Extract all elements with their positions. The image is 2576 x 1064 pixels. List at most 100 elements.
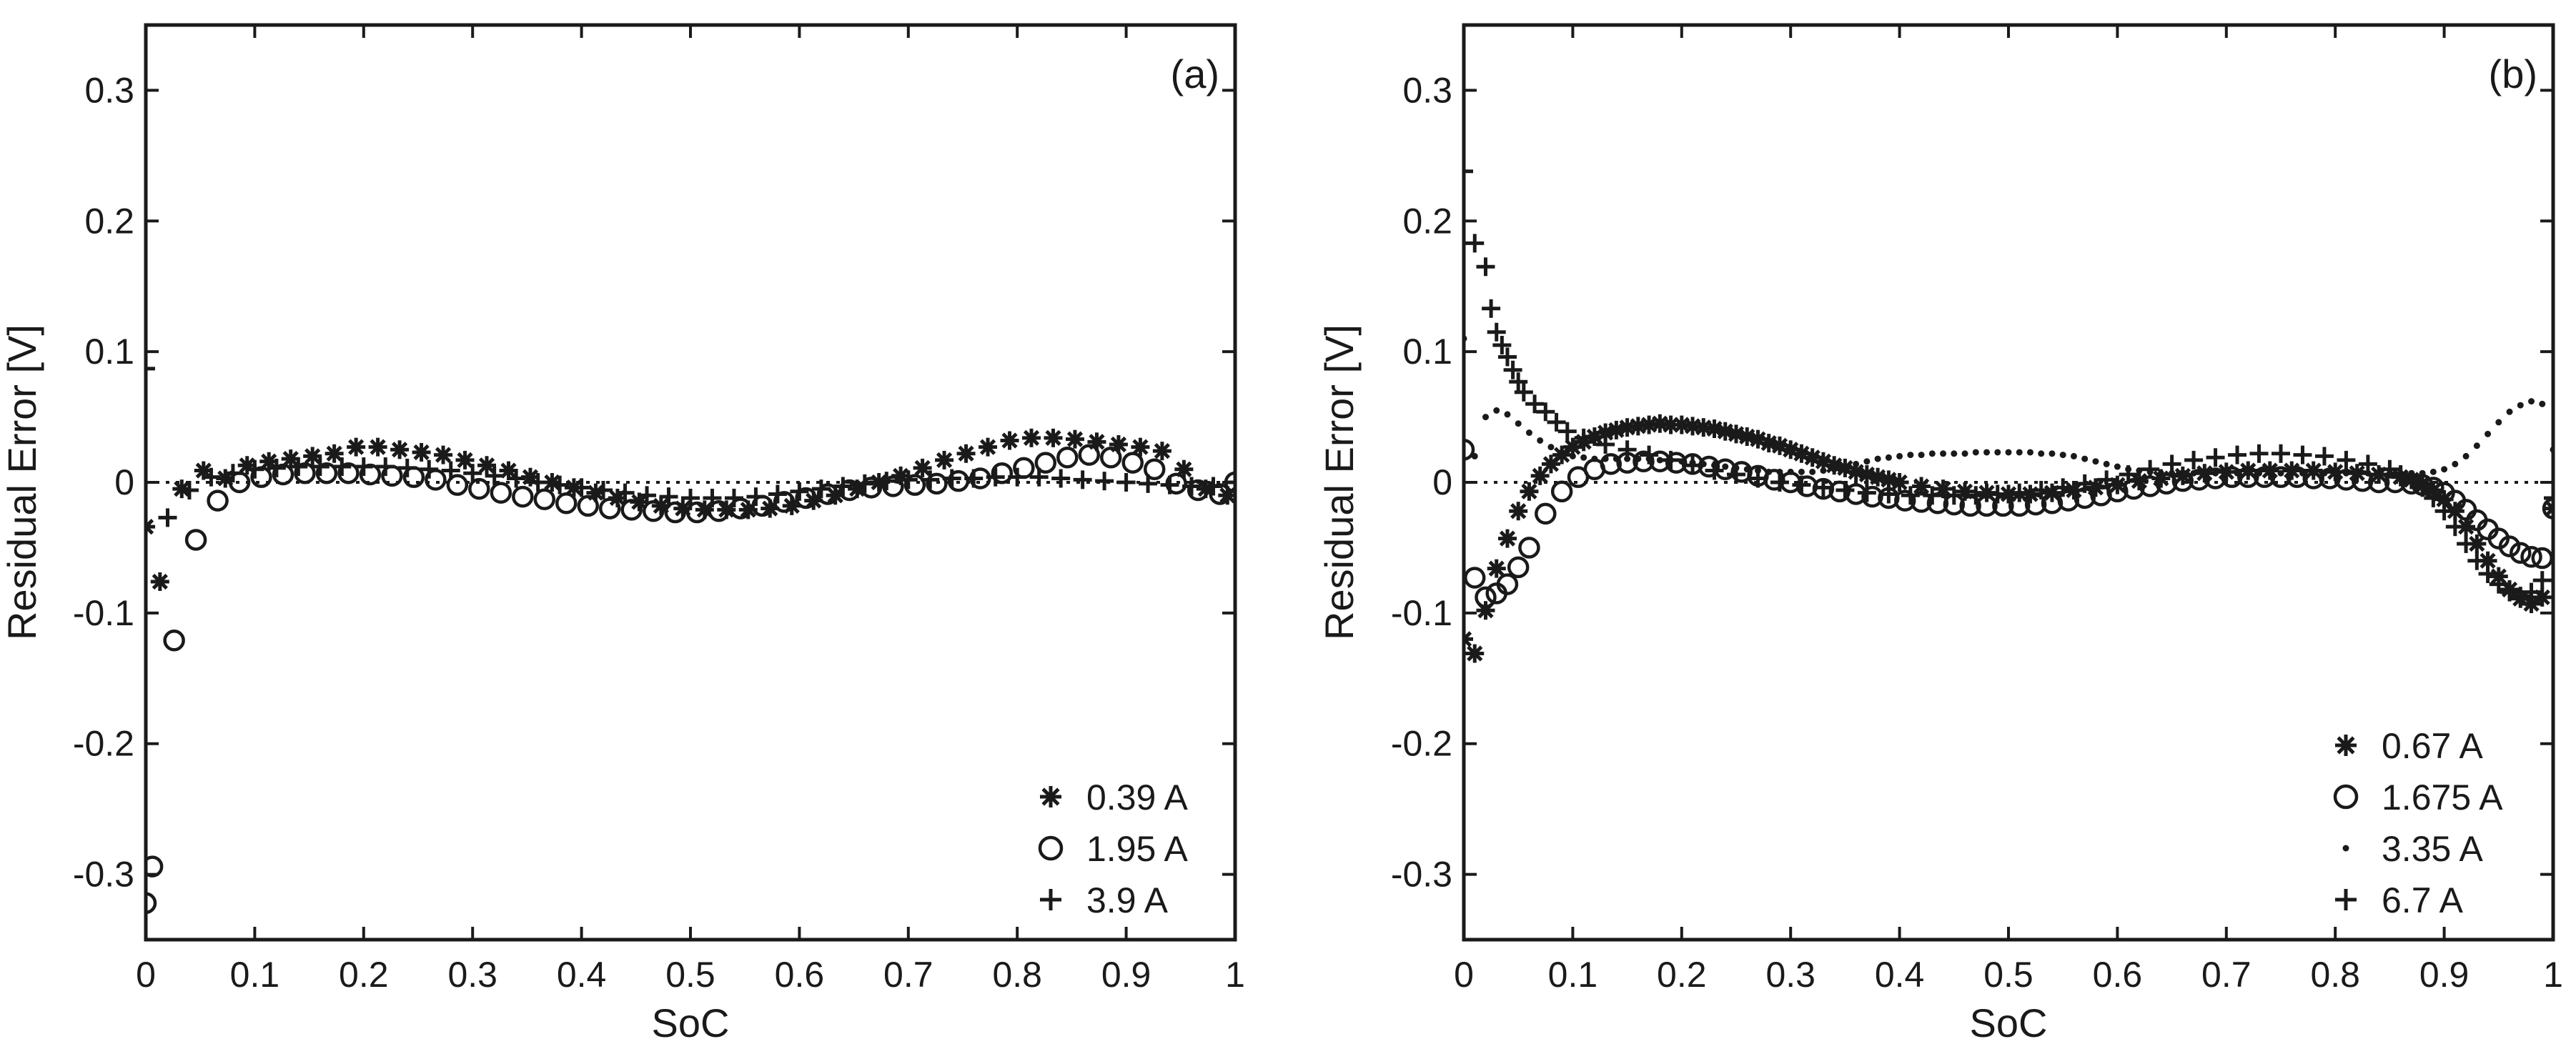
data-point-circle (315, 462, 338, 484)
data-point-star (2544, 499, 2553, 518)
data-point-circle (446, 474, 469, 496)
data-point-plus (289, 457, 308, 477)
x-tick-label: 0.2 (1657, 955, 1707, 995)
data-point-dot (1809, 468, 1816, 475)
data-point-dot (1613, 455, 1620, 462)
data-point-circle (2542, 497, 2553, 519)
data-point-plus (376, 457, 395, 477)
data-point-plus (1901, 486, 1920, 505)
data-point-dot (1961, 450, 1968, 457)
data-point-star (1487, 559, 1506, 578)
data-point-plus (855, 474, 874, 493)
data-point-dot (2103, 460, 2110, 467)
data-point-dot (1525, 429, 1532, 437)
data-point-dot (1504, 411, 1511, 418)
data-point-circle (2253, 466, 2276, 488)
data-point-circle (1496, 573, 1519, 595)
data-point-dot (1831, 466, 1838, 473)
data-point-star (1174, 459, 1194, 479)
data-point-star (1520, 482, 1539, 501)
data-point-plus (2478, 565, 2497, 583)
y-tick-label: 0.2 (1402, 201, 1452, 241)
data-point-plus (1596, 434, 1615, 454)
data-point-dot (1722, 463, 1729, 470)
data-point-circle (490, 482, 512, 504)
x-axis-label: SoC (652, 1000, 730, 1045)
data-point-star (1759, 434, 1778, 453)
data-point-circle (598, 497, 621, 519)
data-point-circle (2510, 542, 2532, 564)
data-point-star (455, 450, 475, 469)
data-point-star (1044, 428, 1063, 447)
data-point-plus (1095, 472, 1114, 491)
data-point-plus (1073, 470, 1092, 489)
data-point-plus (1509, 372, 1528, 392)
legend-marker-circle (2333, 784, 2359, 810)
data-point-circle (2531, 547, 2553, 570)
data-point-circle (991, 462, 1014, 484)
x-tick-label: 1 (2543, 955, 2563, 995)
data-point-circle (685, 501, 708, 524)
data-point-plus (1051, 469, 1071, 488)
data-point-dot (1765, 468, 1773, 475)
data-point-plus (463, 464, 482, 483)
data-point-circle (1143, 458, 1166, 480)
data-point-circle (642, 499, 665, 522)
data-point-circle (2188, 469, 2210, 491)
data-point-plus (877, 472, 896, 491)
data-point-dot (2495, 419, 2502, 426)
legend-label: 0.67 A (2382, 726, 2483, 766)
data-point-star (1131, 437, 1150, 457)
y-tick-label: -0.2 (1391, 724, 1452, 764)
legend-marker-star (2335, 735, 2357, 756)
data-point-dot (2070, 452, 2077, 459)
data-point-plus (2337, 450, 2356, 469)
legend-marker-circle (1038, 835, 1064, 861)
data-point-circle (2269, 466, 2292, 488)
data-point-plus (2402, 470, 2421, 489)
data-point-plus (1514, 382, 1533, 402)
data-point-plus (1618, 440, 1637, 459)
data-point-plus (2031, 480, 2051, 499)
data-point-dot (2244, 469, 2251, 477)
data-point-star (1596, 423, 1615, 442)
data-point-plus (223, 464, 242, 483)
data-point-circle (146, 892, 157, 915)
data-point-dot (1515, 420, 1522, 427)
data-point-plus (1727, 465, 1745, 484)
data-point-star (146, 517, 155, 537)
data-point-star (1509, 502, 1528, 521)
data-point-plus (2467, 551, 2487, 570)
data-point-circle (2024, 493, 2047, 516)
data-point-plus (1988, 484, 2007, 504)
legend-marker-star (1040, 786, 1061, 807)
legend-label: 1.95 A (1086, 829, 1188, 869)
data-point-plus (1944, 486, 1963, 505)
data-point-plus (2141, 459, 2160, 479)
data-point-circle (947, 469, 970, 492)
x-tick-label: 0.3 (447, 955, 497, 995)
data-point-plus (2206, 448, 2225, 467)
data-point-plus (1813, 478, 1833, 497)
legend: 0.39 A 1.95 A 3.9 A (1038, 777, 1188, 920)
data-point-circle (1121, 452, 1144, 474)
data-point-plus (1879, 484, 1898, 504)
data-point-plus (2522, 582, 2541, 602)
data-point-plus (245, 459, 264, 479)
data-point-plus (2293, 445, 2312, 464)
data-point-dot (1537, 437, 1544, 444)
data-point-circle (1518, 537, 1540, 559)
data-point-dot (1841, 463, 1848, 470)
data-point-plus (1661, 450, 1680, 469)
data-point-plus (1857, 483, 1876, 502)
data-point-circle (2498, 535, 2521, 557)
data-point-plus (310, 457, 330, 477)
data-point-dot (1464, 335, 1467, 342)
data-point-dot (1940, 450, 1947, 457)
data-point-star (368, 437, 387, 457)
data-point-star (1464, 630, 1473, 649)
series-plus (146, 359, 1235, 527)
data-point-plus (1160, 475, 1179, 494)
x-tick-label: 0.2 (339, 955, 389, 995)
data-point-circle (2319, 467, 2341, 489)
